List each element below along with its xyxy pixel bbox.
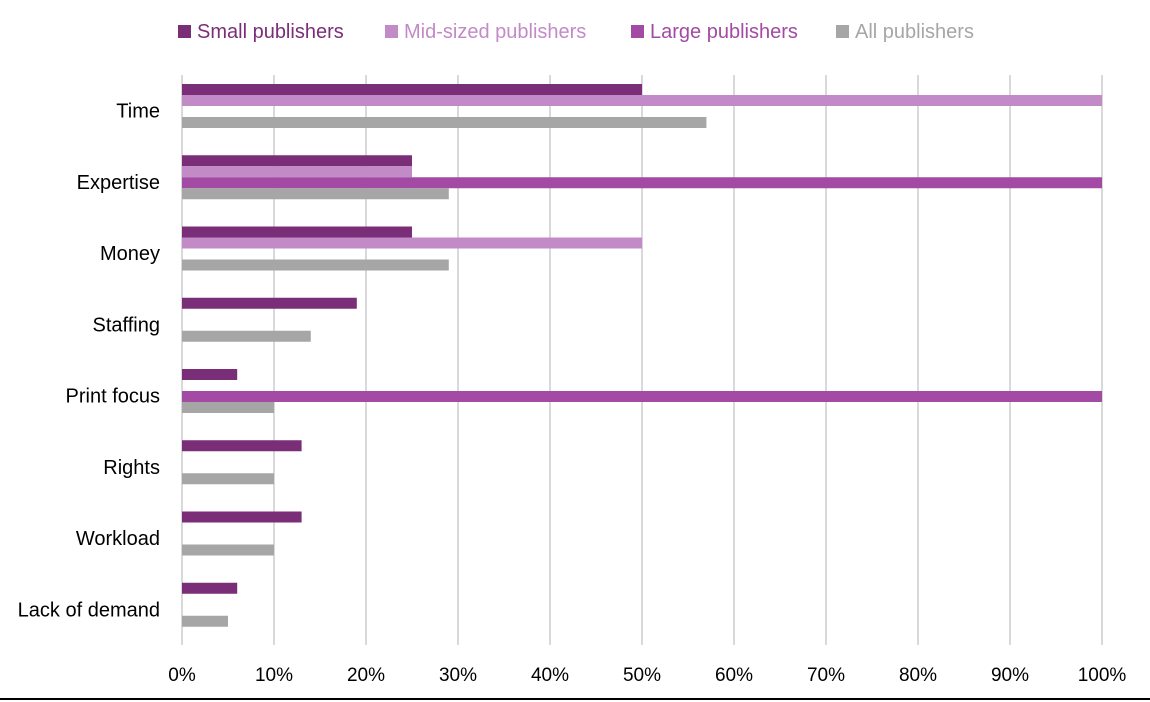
x-tick-label: 70% — [807, 665, 845, 686]
x-tick-labels: 0% 10% 20% 30% 40% 50% 60% 70% 80% 90% 100% — [168, 665, 1126, 686]
x-tick-label: 10% — [255, 665, 293, 686]
bar-small-publishers-money — [182, 226, 412, 238]
bars — [182, 84, 1102, 627]
bar-small-publishers-print-focus — [182, 369, 238, 380]
bar-small-publishers-time — [182, 84, 642, 95]
bar-small-publishers-expertise — [182, 155, 412, 167]
bar-small-publishers-lack-of-demand — [182, 582, 238, 594]
category-label: Staffing — [93, 314, 160, 336]
bar-all-publishers-workload — [182, 544, 274, 556]
x-tick-label: 90% — [991, 665, 1029, 686]
bar-mid-sized-publishers-time — [182, 95, 1102, 106]
x-tick-label: 0% — [168, 665, 196, 686]
legend: Small publishers Mid-sized publishers Larg… — [178, 21, 974, 43]
legend-swatch-small-publishers — [178, 25, 191, 38]
category-label: Expertise — [77, 172, 160, 194]
category-labels: Time Expertise Money Staffing Print focus Rig… — [18, 101, 160, 622]
legend-label-mid-sized-publishers: Mid-sized publishers — [404, 21, 586, 43]
x-tick-label: 80% — [899, 665, 937, 686]
bar-all-publishers-lack-of-demand — [182, 615, 228, 627]
bar-large-publishers-expertise — [182, 177, 1102, 189]
x-tick-label: 60% — [715, 665, 753, 686]
category-label: Rights — [103, 457, 160, 479]
bar-all-publishers-expertise — [182, 188, 449, 200]
category-label: Workload — [76, 528, 160, 550]
x-tick-label: 100% — [1078, 665, 1127, 686]
bar-all-publishers-rights — [182, 473, 274, 485]
bar-mid-sized-publishers-expertise — [182, 166, 412, 178]
legend-label-all-publishers: All publishers — [855, 21, 974, 43]
legend-swatch-mid-sized-publishers — [385, 25, 398, 38]
legend-label-small-publishers: Small publishers — [197, 21, 344, 43]
bar-small-publishers-workload — [182, 511, 302, 523]
bar-mid-sized-publishers-money — [182, 237, 642, 249]
bar-all-publishers-print-focus — [182, 402, 274, 413]
legend-label-large-publishers: Large publishers — [650, 21, 798, 43]
category-label: Money — [100, 243, 160, 265]
bar-all-publishers-time — [182, 117, 707, 128]
legend-swatch-large-publishers — [631, 25, 644, 38]
bar-large-publishers-print-focus — [182, 391, 1102, 402]
bar-small-publishers-rights — [182, 440, 302, 452]
category-label: Lack of demand — [18, 599, 160, 621]
legend-swatch-all-publishers — [836, 25, 849, 38]
x-tick-label: 50% — [623, 665, 661, 686]
bar-all-publishers-staffing — [182, 330, 311, 342]
x-tick-label: 30% — [439, 665, 477, 686]
bar-small-publishers-staffing — [182, 297, 357, 309]
x-tick-label: 40% — [531, 665, 569, 686]
x-tick-label: 20% — [347, 665, 385, 686]
category-label: Time — [116, 101, 160, 123]
category-label: Print focus — [66, 386, 160, 408]
bar-all-publishers-money — [182, 259, 449, 271]
